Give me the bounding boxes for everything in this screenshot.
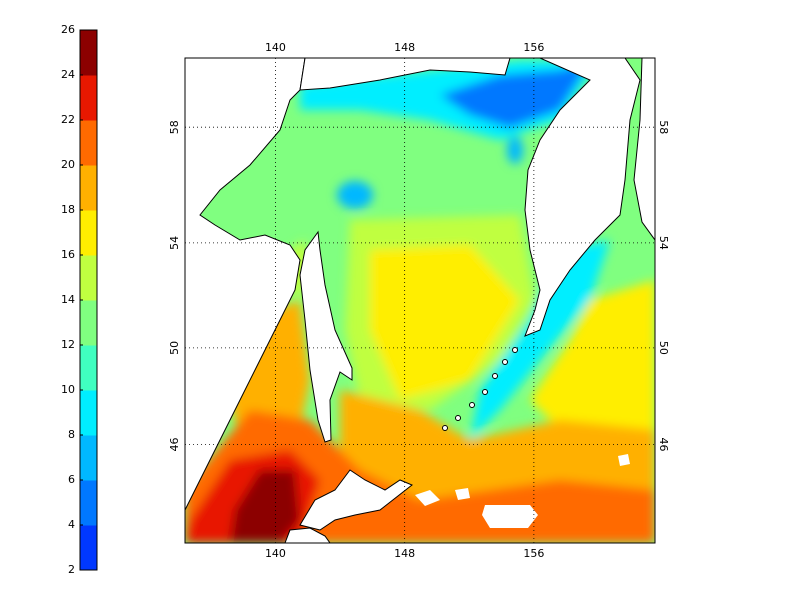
island	[502, 359, 508, 365]
lon-tick-label: 140	[265, 547, 286, 560]
colorbar-tick-label: 26	[61, 23, 75, 36]
island	[442, 425, 448, 431]
lat-tick-label: 58	[168, 120, 181, 134]
colorbar-segment	[80, 525, 97, 571]
colorbar-segment	[80, 30, 97, 76]
colorbar-segment	[80, 435, 97, 481]
colorbar-tick-label: 22	[61, 113, 75, 126]
land-mainland	[185, 58, 306, 511]
axis-labels: 140 140 148 148 156 156 46 46 50 50 54 54 58 58	[168, 41, 670, 560]
colorbar-tick-label: 10	[61, 383, 75, 396]
warm-area	[530, 280, 655, 440]
colorbar-segment	[80, 480, 97, 526]
kuril-islands	[442, 347, 518, 431]
colorbar-tick-label: 4	[68, 518, 75, 531]
colorbar-segment	[80, 300, 97, 346]
no-data	[482, 505, 538, 528]
colorbar-tick-label: 20	[61, 158, 75, 171]
lon-tick-label: 148	[394, 547, 415, 560]
lon-tick-label: 156	[523, 547, 544, 560]
land-east	[633, 58, 655, 241]
cold-patch	[337, 181, 373, 209]
colorbar-tick-label: 2	[68, 563, 75, 576]
island	[469, 402, 475, 408]
colorbar-segment	[80, 165, 97, 211]
land-honshu	[284, 527, 331, 543]
lon-tick-label: 140	[265, 41, 286, 54]
colorbar-tick-label: 16	[61, 248, 75, 261]
colorbar-tick-label: 18	[61, 203, 75, 216]
lon-tick-label: 156	[523, 41, 544, 54]
colorbar-segment	[80, 345, 97, 391]
island	[455, 415, 461, 421]
lat-tick-label: 58	[657, 120, 670, 134]
lat-tick-label: 50	[168, 341, 181, 355]
colorbar-tick-label: 8	[68, 428, 75, 441]
colorbar-segment	[80, 390, 97, 436]
lat-tick-label: 54	[657, 236, 670, 250]
graticule	[185, 58, 655, 543]
colorbar-segment	[80, 210, 97, 256]
lat-tick-label: 46	[168, 437, 181, 451]
hottest-area	[230, 470, 300, 543]
lat-tick-label: 50	[657, 341, 670, 355]
warm-area	[370, 245, 520, 400]
temperature-blobs	[185, 60, 655, 543]
colorbar-segment	[80, 75, 97, 121]
colorbar-tick-label: 6	[68, 473, 75, 486]
cold-patch	[507, 136, 523, 164]
map-field	[185, 58, 655, 543]
island	[492, 373, 498, 379]
land-sakhalin	[299, 230, 353, 443]
colorbar-segment	[80, 255, 97, 301]
map-frame	[184, 57, 656, 544]
cool-band	[470, 240, 610, 440]
no-data	[415, 454, 630, 506]
lon-tick-label: 148	[394, 41, 415, 54]
island	[512, 347, 518, 353]
lat-tick-label: 54	[168, 236, 181, 250]
colorbar-tick-label: 14	[61, 293, 75, 306]
cold-patch	[440, 62, 590, 128]
colorbar-tick-label: 12	[61, 338, 75, 351]
lat-tick-label: 46	[657, 437, 670, 451]
island	[482, 389, 488, 395]
colorbar-segment	[80, 120, 97, 166]
colorbar-tick-label: 24	[61, 68, 75, 81]
land-hokkaido	[299, 469, 413, 531]
